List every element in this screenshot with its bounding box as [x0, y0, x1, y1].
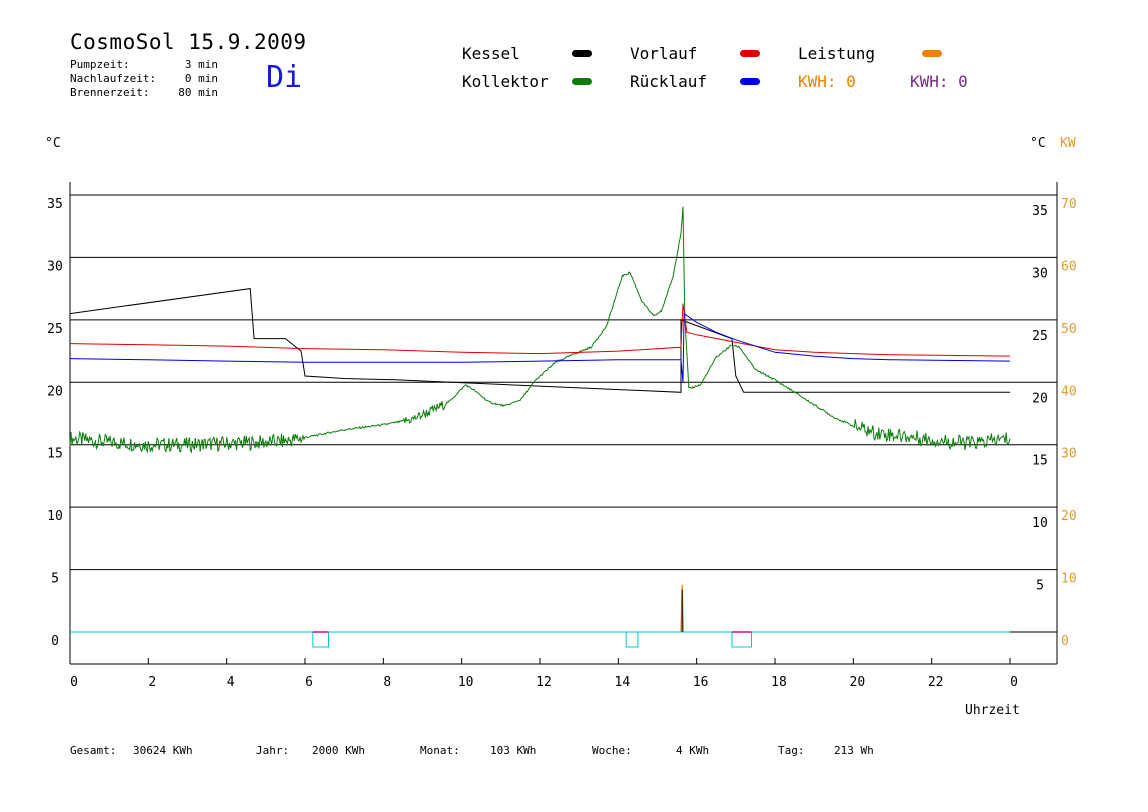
- y-right-tick-label: 30: [1032, 266, 1048, 281]
- x-tick-label: 2: [148, 675, 156, 690]
- x-tick-label: 8: [383, 675, 391, 690]
- day-value: 213 Wh: [834, 744, 874, 757]
- week-label: Woche:: [592, 744, 632, 757]
- y-right-tick-label: 20: [1032, 391, 1048, 406]
- legend-leistung: Leistung: [798, 44, 876, 63]
- x-tick-label: 4: [227, 675, 235, 690]
- y-right-unit: °C: [1030, 136, 1046, 151]
- pump-time-label: Pumpzeit:: [70, 58, 130, 71]
- legend-ruecklauf-swatch: [740, 78, 760, 85]
- y-kw-tick-label: 10: [1061, 572, 1077, 587]
- y-right-tick-label: 15: [1032, 454, 1048, 469]
- x-tick-label: 14: [615, 675, 631, 690]
- legend-vorlauf-swatch: [740, 50, 760, 57]
- x-tick-label: 12: [536, 675, 552, 690]
- y-left-tick-label: 15: [47, 447, 63, 462]
- legend-kwh-1: KWH: 0: [798, 72, 856, 91]
- legend-kollektor: Kollektor: [462, 72, 549, 91]
- y-left-tick-label: 20: [47, 384, 63, 399]
- y-left-unit: °C: [45, 136, 61, 151]
- y-right-tick-label: 25: [1032, 329, 1048, 344]
- legend-kollektor-swatch: [572, 78, 592, 85]
- pump-pulse: [731, 631, 753, 648]
- series-kollektor: [69, 206, 1011, 454]
- y-right-tick-label: 35: [1032, 204, 1048, 219]
- y-kw-tick-label: 70: [1061, 197, 1077, 212]
- legend-vorlauf: Vorlauf: [630, 44, 698, 63]
- x-tick-label: 0: [1010, 675, 1018, 690]
- total-label: Gesamt:: [70, 744, 117, 757]
- y-left-tick-label: 10: [47, 509, 63, 524]
- y-kw-tick-label: 0: [1061, 634, 1069, 649]
- legend-ruecklauf: Rücklauf: [630, 72, 708, 91]
- burner-time-value: 80 min: [178, 86, 218, 99]
- x-tick-label: 10: [458, 675, 474, 690]
- y-left-tick-label: 35: [47, 197, 63, 212]
- weekday-label: Di: [266, 60, 303, 95]
- y-left-tick-label: 0: [51, 634, 59, 649]
- y-right-kw-unit: KW: [1060, 136, 1076, 151]
- month-label: Monat:: [420, 744, 460, 757]
- y-kw-tick-label: 20: [1061, 509, 1077, 524]
- pump-pulse: [312, 631, 330, 648]
- y-kw-tick-label: 50: [1061, 322, 1077, 337]
- x-axis-label: Uhrzeit: [965, 703, 1020, 718]
- series-leistung: [680, 584, 684, 633]
- y-left-tick-label: 25: [47, 322, 63, 337]
- legend-kwh-2: KWH: 0: [910, 72, 968, 91]
- x-tick-label: 16: [693, 675, 709, 690]
- y-left-tick-label: 5: [51, 572, 59, 587]
- x-tick-label: 18: [771, 675, 787, 690]
- legend-leistung-swatch: [922, 50, 942, 57]
- y-kw-tick-label: 30: [1061, 447, 1077, 462]
- series-ruecklauf: [69, 312, 1011, 383]
- y-right-tick-label: 5: [1036, 579, 1044, 594]
- year-label: Jahr:: [256, 744, 290, 757]
- pump-time-value: 3 min: [184, 58, 218, 71]
- total-value: 30624 KWh: [133, 744, 193, 757]
- after-run-time-value: 0 min: [184, 72, 218, 85]
- y-left-tick-label: 30: [47, 259, 63, 274]
- series-kessel: [69, 288, 1010, 393]
- legend-kessel-swatch: [572, 50, 592, 57]
- week-value: 4 KWh: [676, 744, 710, 757]
- x-tick-label: 20: [850, 675, 866, 690]
- y-kw-tick-label: 40: [1061, 384, 1077, 399]
- chart-title: CosmoSol 15.9.2009: [70, 30, 307, 54]
- day-label: Tag:: [778, 744, 805, 757]
- pump-pulse: [625, 631, 639, 648]
- series-vorlauf: [69, 303, 1011, 357]
- y-kw-tick-label: 60: [1061, 259, 1077, 274]
- x-tick-label: 0: [70, 675, 78, 690]
- burner-time-label: Brennerzeit:: [70, 86, 150, 99]
- month-value: 103 KWh: [490, 744, 537, 757]
- after-run-time-label: Nachlaufzeit:: [70, 72, 157, 85]
- x-tick-label: 22: [928, 675, 944, 690]
- y-right-tick-label: 10: [1032, 516, 1048, 531]
- x-tick-label: 6: [305, 675, 313, 690]
- legend-kessel: Kessel: [462, 44, 520, 63]
- year-value: 2000 KWh: [312, 744, 365, 757]
